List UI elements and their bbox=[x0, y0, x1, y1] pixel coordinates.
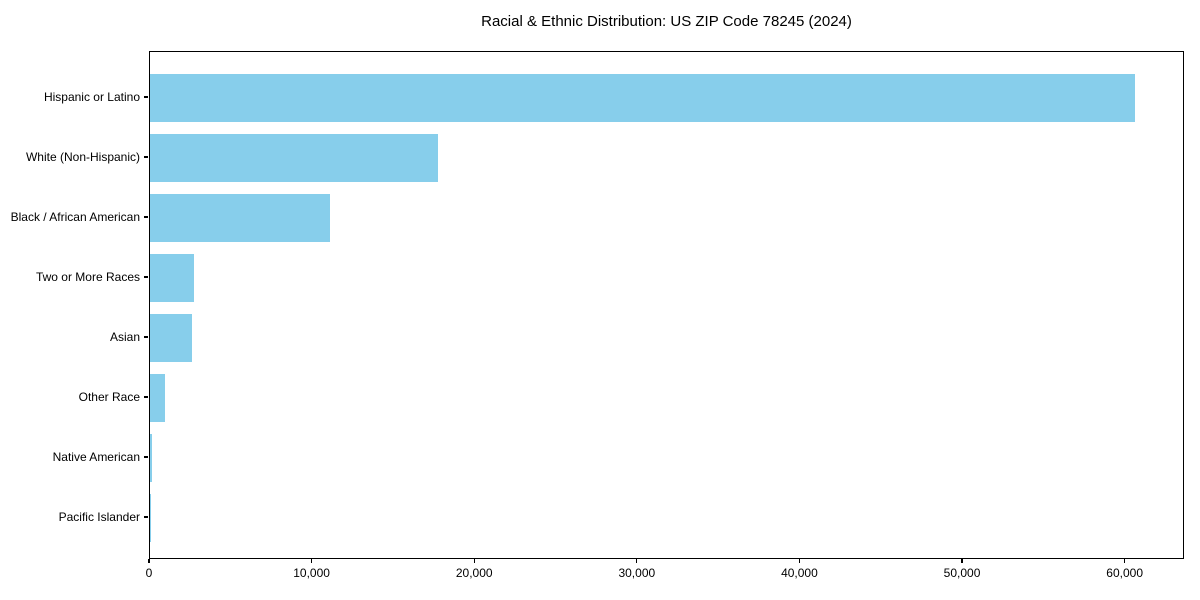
y-axis-category-label: Asian bbox=[109, 329, 140, 344]
x-tick-label: 20,000 bbox=[455, 566, 493, 580]
bar bbox=[150, 374, 166, 422]
y-tick-mark bbox=[144, 516, 148, 518]
bar bbox=[150, 194, 331, 242]
x-tick-mark bbox=[311, 559, 313, 563]
chart-title: Racial & Ethnic Distribution: US ZIP Cod… bbox=[481, 13, 852, 30]
bar bbox=[150, 434, 152, 482]
x-tick-mark bbox=[961, 559, 963, 563]
plot-area bbox=[149, 51, 1184, 559]
y-axis-category-label: Two or More Races bbox=[35, 269, 140, 284]
x-tick-mark bbox=[636, 559, 638, 563]
y-tick-mark bbox=[144, 216, 148, 218]
x-tick-mark bbox=[1124, 559, 1126, 563]
y-axis-category-label: Native American bbox=[52, 449, 140, 464]
x-tick-label: 0 bbox=[145, 566, 153, 580]
y-axis-category-label: Black / African American bbox=[10, 209, 140, 224]
bar bbox=[150, 254, 194, 302]
x-tick-mark bbox=[148, 559, 150, 563]
y-tick-mark bbox=[144, 156, 148, 158]
bar bbox=[150, 494, 151, 542]
y-tick-mark bbox=[144, 396, 148, 398]
x-tick-label: 10,000 bbox=[293, 566, 330, 580]
x-tick-label: 40,000 bbox=[781, 566, 818, 580]
x-tick-label: 30,000 bbox=[618, 566, 656, 580]
bar bbox=[150, 74, 1136, 122]
x-tick-label: 50,000 bbox=[943, 566, 981, 580]
y-axis-category-label: Other Race bbox=[78, 389, 140, 404]
y-axis-category-label: Pacific Islander bbox=[58, 509, 140, 524]
bar bbox=[150, 314, 193, 362]
x-tick-mark bbox=[473, 559, 475, 563]
y-tick-mark bbox=[144, 336, 148, 338]
y-tick-mark bbox=[144, 276, 148, 278]
x-tick-label: 60,000 bbox=[1106, 566, 1143, 580]
bar bbox=[150, 134, 438, 182]
y-axis-category-label: White (Non-Hispanic) bbox=[25, 149, 140, 164]
y-tick-mark bbox=[144, 456, 148, 458]
y-axis-category-label: Hispanic or Latino bbox=[43, 89, 140, 104]
x-tick-mark bbox=[798, 559, 801, 563]
y-tick-mark bbox=[144, 96, 148, 98]
